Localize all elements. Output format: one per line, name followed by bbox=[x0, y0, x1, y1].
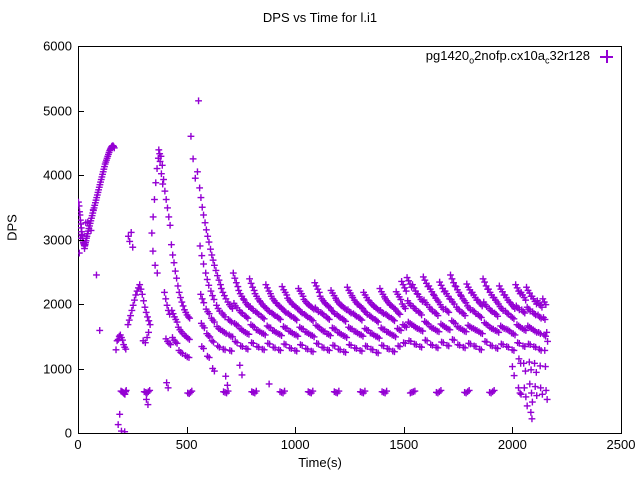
y-tick-label: 0 bbox=[64, 425, 72, 441]
x-tick-label: 0 bbox=[74, 437, 82, 452]
x-tickmark bbox=[78, 427, 79, 433]
x-tickmark bbox=[403, 427, 405, 433]
x-tickmark bbox=[295, 427, 297, 433]
y-tick-label: 4000 bbox=[43, 167, 72, 183]
y-tickmark bbox=[78, 110, 84, 112]
legend-marker-plus-icon bbox=[600, 49, 614, 64]
x-tickmark bbox=[186, 427, 188, 433]
legend: pg1420o2nofp.cx10ac32r128 bbox=[426, 48, 614, 66]
x-tickmark bbox=[621, 427, 622, 433]
y-tick-label: 6000 bbox=[43, 38, 72, 54]
x-axis-label: Time(s) bbox=[298, 455, 342, 470]
y-tick-label: 2000 bbox=[43, 296, 72, 312]
y-tickmark bbox=[78, 239, 84, 241]
x-tickmark bbox=[512, 427, 514, 433]
legend-entry-label: pg1420o2nofp.cx10ac32r128 bbox=[425, 48, 590, 66]
chart-title: DPS vs Time for l.i1 bbox=[262, 10, 378, 25]
y-axis-tick-labels: 0 1000 2000 3000 4000 5000 6000 bbox=[8, 0, 72, 480]
y-tick-label: 5000 bbox=[43, 103, 72, 118]
x-tick-label: 2500 bbox=[606, 437, 636, 452]
y-tickmark bbox=[78, 304, 84, 305]
y-tickmark bbox=[78, 433, 84, 434]
y-tickmark bbox=[78, 175, 84, 176]
y-tick-label: 3000 bbox=[43, 232, 72, 247]
x-tick-label: 500 bbox=[175, 437, 198, 452]
y-tick-label: 1000 bbox=[43, 361, 72, 376]
data-series-points bbox=[78, 97, 551, 433]
x-tick-label: 1500 bbox=[389, 437, 419, 452]
y-tickmark bbox=[78, 46, 84, 47]
x-tick-label: 2000 bbox=[497, 437, 527, 452]
y-axis-label: DPS bbox=[4, 214, 20, 241]
scatter-plot-canvas bbox=[78, 97, 551, 433]
y-tickmark bbox=[78, 368, 84, 370]
x-tick-label: 1000 bbox=[280, 437, 310, 452]
